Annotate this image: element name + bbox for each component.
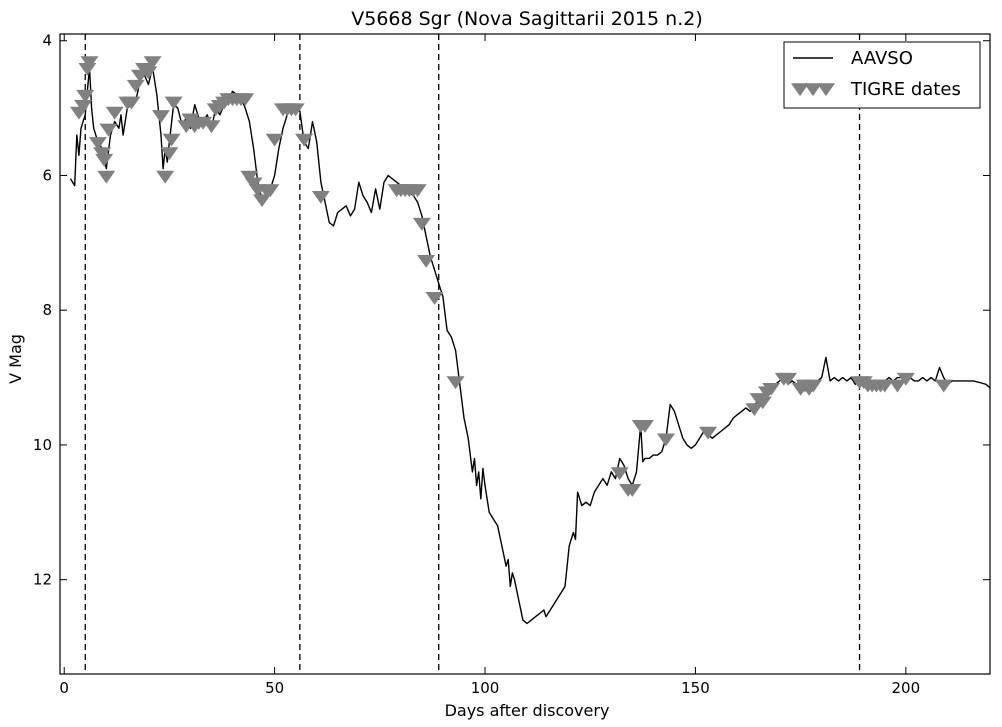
tigre-marker-40 [252, 194, 271, 208]
legend-triangle-0 [791, 83, 809, 97]
tigre-marker-85 [888, 379, 907, 393]
tigre-marker-86 [896, 372, 915, 386]
y-tick-label-2: 8 [42, 301, 52, 319]
tigre-marker-65 [656, 433, 675, 447]
tigre-marker-7 [95, 153, 114, 167]
y-tick-label-4: 12 [33, 571, 52, 589]
tigre-marker-2 [76, 89, 95, 103]
tigre-marker-47 [286, 103, 305, 117]
legend-label-tigre: TIGRE dates [850, 79, 961, 100]
tigre-marker-69 [753, 396, 772, 410]
tigre-marker-28 [202, 120, 221, 134]
tigre-marker-59 [446, 376, 465, 390]
series-layer [69, 56, 990, 625]
legend-marker-swatch [791, 83, 835, 97]
tigre-marker-9 [99, 123, 118, 137]
tigre-marker-62 [623, 484, 642, 497]
x-axis: 0 50 100 150 200 [59, 34, 920, 697]
tigre-marker-67 [745, 403, 764, 417]
tigre-marker-1 [74, 100, 93, 113]
tigre-marker-12 [122, 96, 141, 110]
y-axis: 4 6 8 10 12 [33, 32, 990, 589]
x-tick-label-4: 200 [892, 679, 921, 697]
tigre-marker-3 [78, 62, 97, 76]
tigre-marker-38 [244, 177, 263, 191]
tigre-marker-60 [610, 467, 629, 481]
tigre-marker-27 [194, 116, 213, 130]
x-tick-label-0: 0 [59, 679, 69, 697]
legend-triangle-1 [804, 83, 822, 97]
tigre-marker-17 [143, 56, 162, 70]
y-tick-label-0: 4 [42, 32, 52, 50]
tigre-marker-87 [934, 379, 953, 393]
tigre-marker-64 [635, 420, 654, 433]
legend-triangle-2 [817, 83, 835, 97]
tigre-marker-66 [699, 426, 718, 440]
tigre-marker-22 [164, 96, 183, 110]
tigre-marker-84 [875, 379, 894, 393]
tigre-marker-57 [417, 254, 436, 268]
tigre-marker-24 [181, 113, 200, 127]
tigre-marker-18 [151, 110, 170, 123]
tigre-marker-16 [139, 66, 158, 80]
plot-frame [59, 33, 991, 675]
tigre-marker-13 [126, 79, 145, 93]
tigre-marker-36 [236, 93, 255, 107]
tigre-marker-48 [295, 133, 314, 147]
x-tick-label-3: 150 [681, 679, 710, 697]
tigre-marker-37 [240, 170, 259, 184]
x-axis-label: Days after discovery [445, 701, 610, 720]
x-tick-label-1: 50 [265, 679, 284, 697]
series-markers-tigre [69, 56, 953, 497]
tigre-marker-19 [156, 170, 175, 184]
tigre-marker-5 [88, 137, 107, 150]
tigre-marker-55 [408, 184, 427, 198]
tigre-marker-8 [97, 170, 116, 184]
y-axis-label: V Mag [6, 334, 25, 384]
tigre-marker-20 [160, 147, 179, 161]
tigre-marker-4 [80, 56, 99, 70]
event-markers [84, 34, 861, 674]
chart-title: V5668 Sgr (Nova Sagittarii 2015 n.2) [351, 8, 703, 30]
tigre-marker-73 [779, 372, 798, 386]
legend-label-aavso: AAVSO [851, 48, 913, 69]
y-tick-label-3: 10 [33, 436, 52, 454]
y-tick-label-1: 6 [42, 166, 52, 184]
tigre-marker-6 [93, 147, 112, 161]
tigre-marker-49 [311, 190, 330, 204]
series-line-aavso [69, 67, 990, 625]
tigre-marker-10 [105, 106, 124, 120]
tigre-marker-43 [265, 133, 284, 147]
tigre-marker-71 [762, 382, 781, 396]
tigre-marker-58 [425, 292, 444, 305]
tigre-marker-77 [804, 379, 823, 393]
tigre-marker-56 [412, 217, 431, 231]
legend: AAVSO TIGRE dates [783, 41, 981, 109]
x-tick-label-2: 100 [471, 679, 500, 697]
tigre-marker-42 [261, 184, 280, 198]
legend-box [783, 41, 981, 109]
tigre-marker-21 [162, 133, 181, 147]
